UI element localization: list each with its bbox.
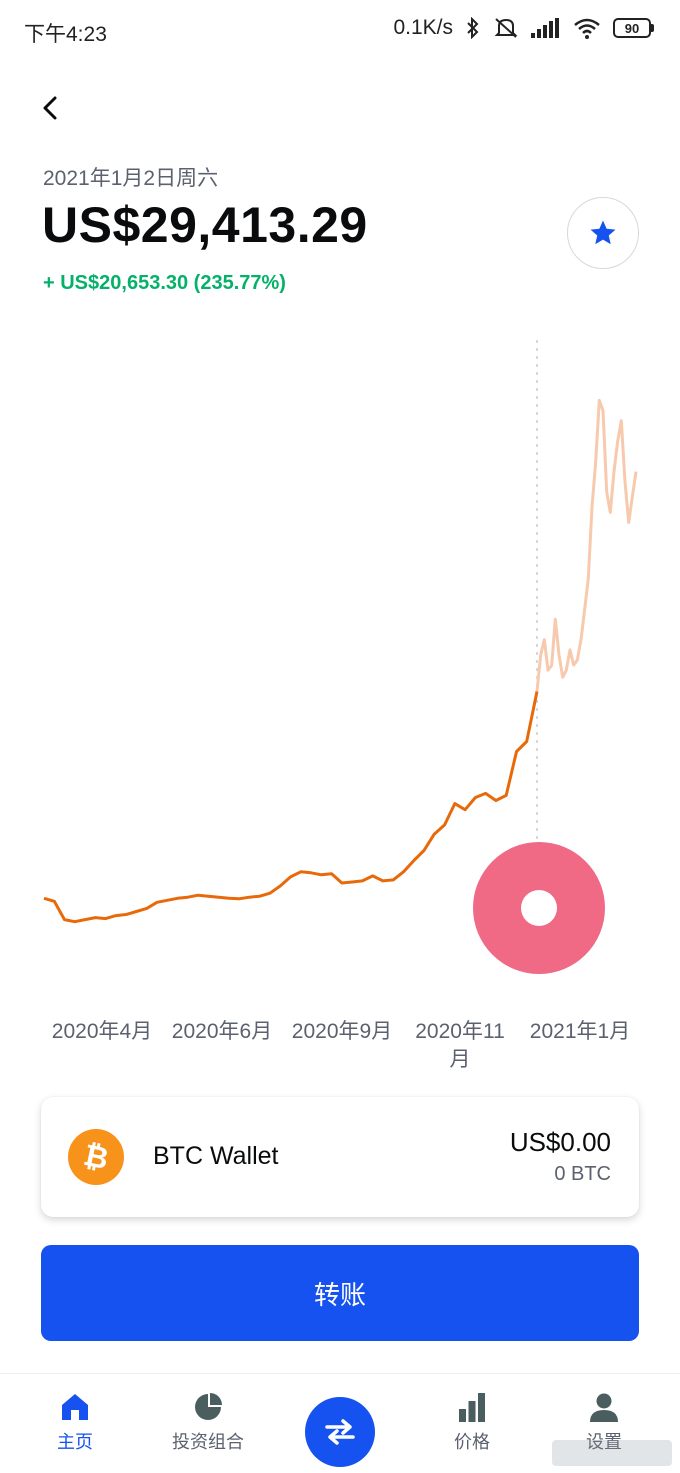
nav-label-portfolio: 投资组合 bbox=[172, 1432, 244, 1453]
bottom-nav: 主页 投资组合 价格 设置 bbox=[0, 1373, 680, 1473]
x-tick-label-1: 2020年6月 bbox=[171, 1020, 273, 1043]
future-price-line bbox=[535, 398, 638, 692]
nav-item-home[interactable]: 主页 bbox=[15, 1392, 135, 1454]
nav-item-settings[interactable]: 设置 bbox=[544, 1392, 664, 1454]
home-icon bbox=[62, 1394, 88, 1420]
status-time: 下午4:23 bbox=[24, 23, 107, 46]
price-change: + US$20,653.30 (235.77%) bbox=[43, 272, 286, 294]
status-bar: 下午4:23 0.1K/s 90 bbox=[0, 0, 680, 60]
nav-label-settings: 设置 bbox=[586, 1432, 622, 1453]
status-icons: 0.1K/s 90 bbox=[393, 16, 654, 40]
signal-icon bbox=[531, 18, 559, 38]
x-tick-label-4: 2021年1月 bbox=[529, 1020, 631, 1043]
chevron-left-icon bbox=[43, 96, 57, 120]
swap-arrows-icon bbox=[325, 1419, 355, 1445]
pie-chart-icon bbox=[195, 1393, 222, 1420]
bluetooth-icon bbox=[467, 17, 479, 39]
watermark bbox=[552, 1440, 672, 1466]
price-value: US$29,413.29 bbox=[42, 197, 368, 253]
battery-level: 90 bbox=[613, 18, 651, 38]
battery-icon: 90 bbox=[613, 18, 654, 38]
nav-item-trade[interactable] bbox=[305, 1397, 375, 1467]
mute-bell-icon bbox=[494, 18, 518, 38]
wallet-name: BTC Wallet bbox=[153, 1142, 279, 1170]
wallet-btc-balance: 0 BTC bbox=[554, 1163, 611, 1185]
back-button[interactable] bbox=[34, 92, 66, 124]
wallet-usd-balance: US$0.00 bbox=[509, 1127, 611, 1157]
scrub-marker-center bbox=[521, 890, 557, 926]
network-speed: 0.1K/s bbox=[393, 16, 453, 39]
price-chart[interactable] bbox=[0, 300, 680, 1020]
x-tick-label-2: 2020年9月 bbox=[291, 1020, 393, 1043]
nav-label-prices: 价格 bbox=[454, 1432, 490, 1453]
svg-text:₿: ₿ bbox=[81, 1140, 111, 1174]
nav-label-home: 主页 bbox=[57, 1432, 93, 1453]
star-icon bbox=[590, 220, 616, 245]
x-tick-label-3: 2020年11 月 bbox=[415, 1020, 505, 1071]
bar-chart-icon bbox=[459, 1393, 485, 1422]
user-icon bbox=[590, 1393, 618, 1422]
bitcoin-icon: ₿ bbox=[68, 1129, 124, 1185]
nav-item-prices[interactable]: 价格 bbox=[412, 1392, 532, 1454]
date-label: 2021年1月2日周六 bbox=[43, 167, 219, 190]
nav-item-portfolio[interactable]: 投资组合 bbox=[148, 1392, 268, 1454]
price-series-line bbox=[43, 691, 539, 924]
favorite-button[interactable] bbox=[567, 197, 639, 269]
wifi-icon bbox=[574, 18, 600, 39]
x-tick-label-0: 2020年4月 bbox=[51, 1020, 153, 1043]
btc-wallet-card[interactable]: ₿ BTC Wallet US$0.00 0 BTC bbox=[41, 1097, 639, 1217]
transfer-button[interactable]: 转账 bbox=[41, 1245, 639, 1341]
